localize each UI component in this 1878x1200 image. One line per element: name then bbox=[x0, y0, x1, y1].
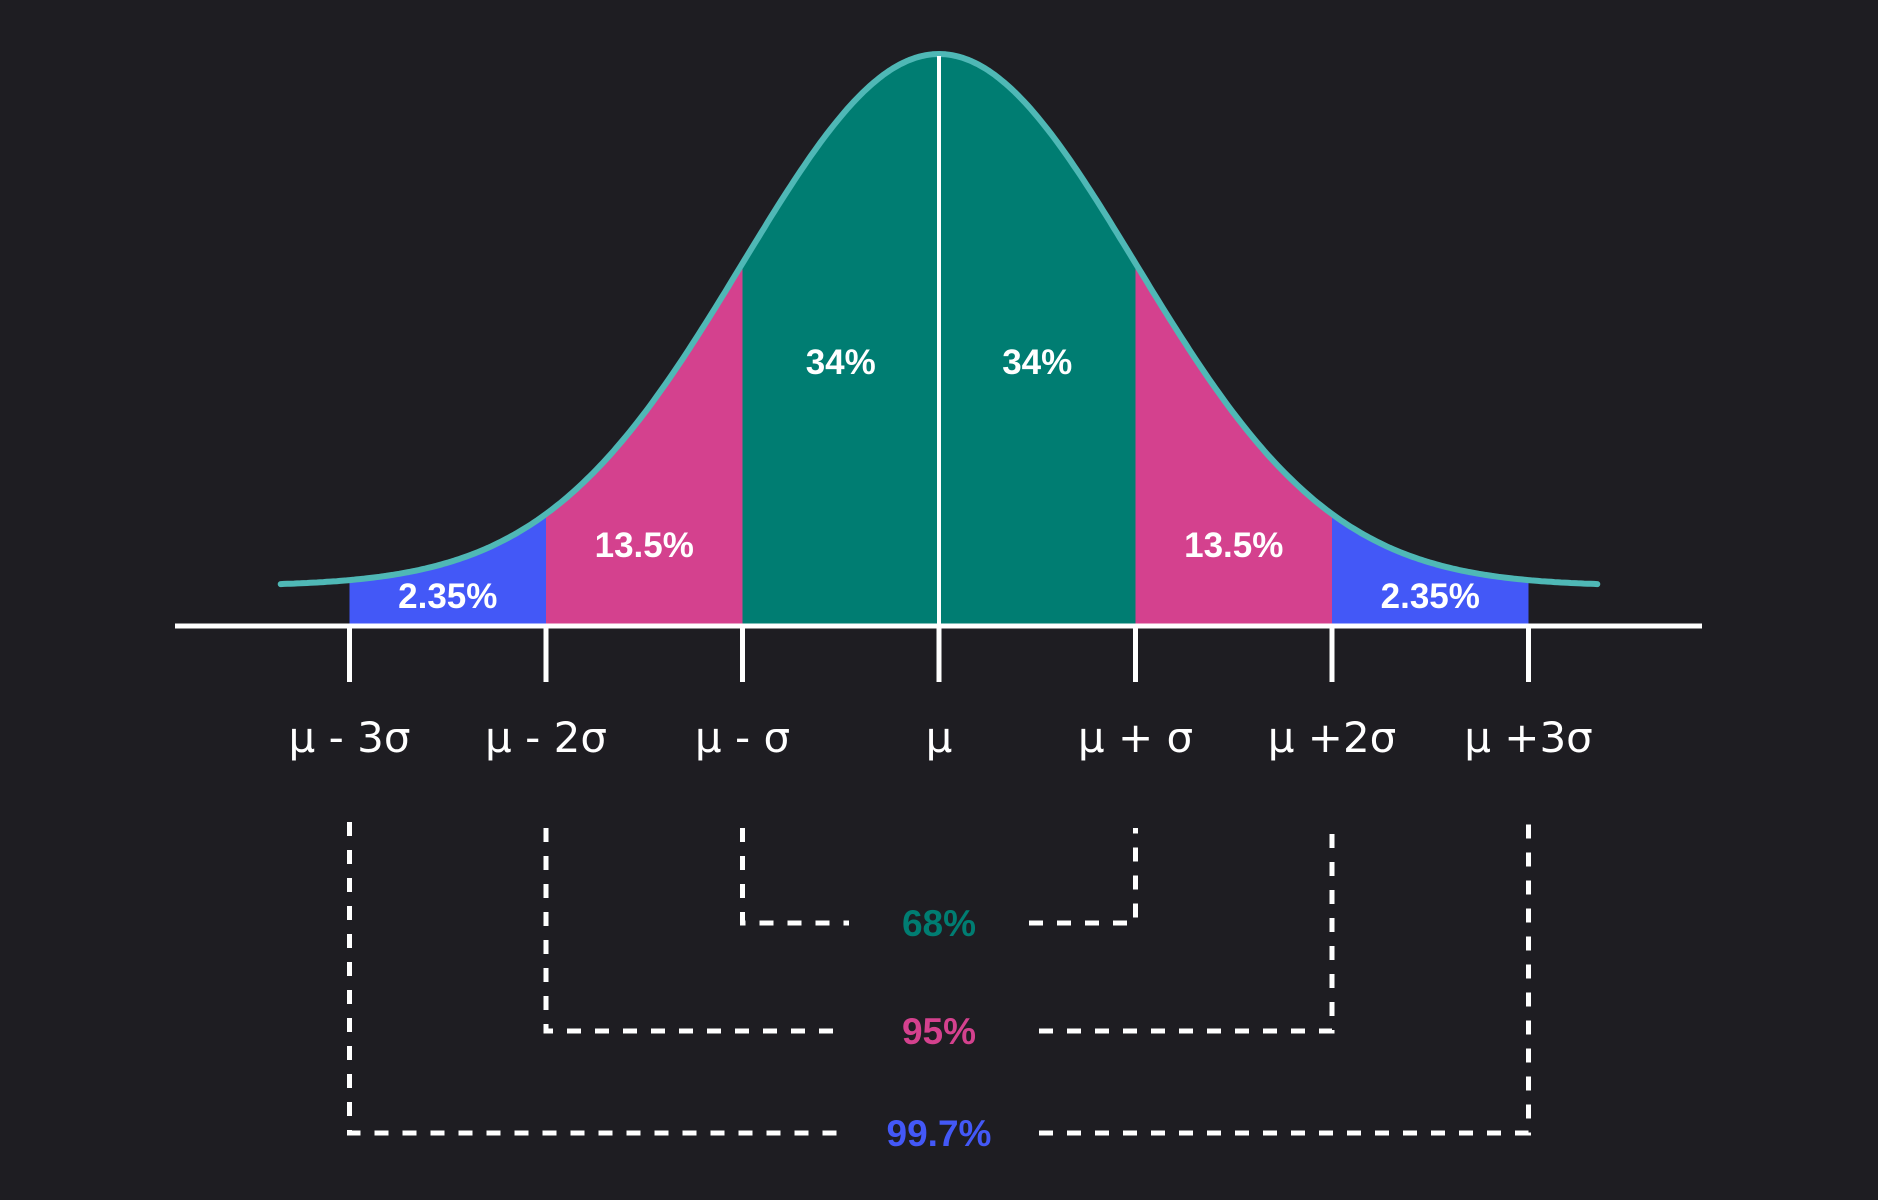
region-label-5: 13.5% bbox=[1184, 526, 1283, 565]
region-5-right bbox=[1135, 263, 1332, 626]
coverage-bracket-1-sigma bbox=[740, 828, 1138, 926]
region-label-4: 34% bbox=[1002, 343, 1072, 382]
tick-label-5: μ + σ bbox=[1078, 713, 1193, 762]
region-label-2: 13.5% bbox=[595, 526, 694, 565]
region-label-3: 34% bbox=[806, 343, 876, 382]
region-2-left bbox=[546, 263, 743, 626]
tick-label-4: μ bbox=[926, 713, 953, 762]
region-3-left bbox=[742, 54, 939, 626]
tick-label-3: μ - σ bbox=[695, 713, 790, 762]
axis-layer: μ - 3σ μ - 2σ μ - σ μ μ + σ μ +2σ μ +3σ bbox=[175, 56, 1702, 762]
tick-label-1: μ - 3σ bbox=[289, 713, 411, 762]
region-label-6: 2.35% bbox=[1381, 577, 1480, 616]
region-4-right bbox=[939, 54, 1136, 626]
distribution-curve bbox=[277, 51, 1601, 588]
tick-label-2: μ - 2σ bbox=[485, 713, 607, 762]
tick-label-6: μ +2σ bbox=[1268, 713, 1397, 762]
region-6-right bbox=[1332, 514, 1529, 626]
coverage-label-2-sigma: 95% bbox=[902, 1011, 976, 1052]
region-labels-layer: 2.35% 13.5% 34% 34% 13.5% 2.35% bbox=[398, 343, 1480, 616]
region-label-1: 2.35% bbox=[398, 577, 497, 616]
coverage-layer: 68% 95% 99.7% bbox=[347, 822, 1531, 1154]
coverage-label-3-sigma: 99.7% bbox=[887, 1113, 992, 1154]
coverage-label-1-sigma: 68% bbox=[902, 903, 976, 944]
coverage-bracket-2-sigma bbox=[543, 828, 1335, 1034]
curve-layer bbox=[277, 51, 1601, 588]
regions-layer bbox=[349, 54, 1529, 626]
coverage-bracket-3-sigma bbox=[347, 822, 1531, 1136]
region-1-left bbox=[349, 514, 546, 626]
tick-label-7: μ +3σ bbox=[1464, 713, 1593, 762]
